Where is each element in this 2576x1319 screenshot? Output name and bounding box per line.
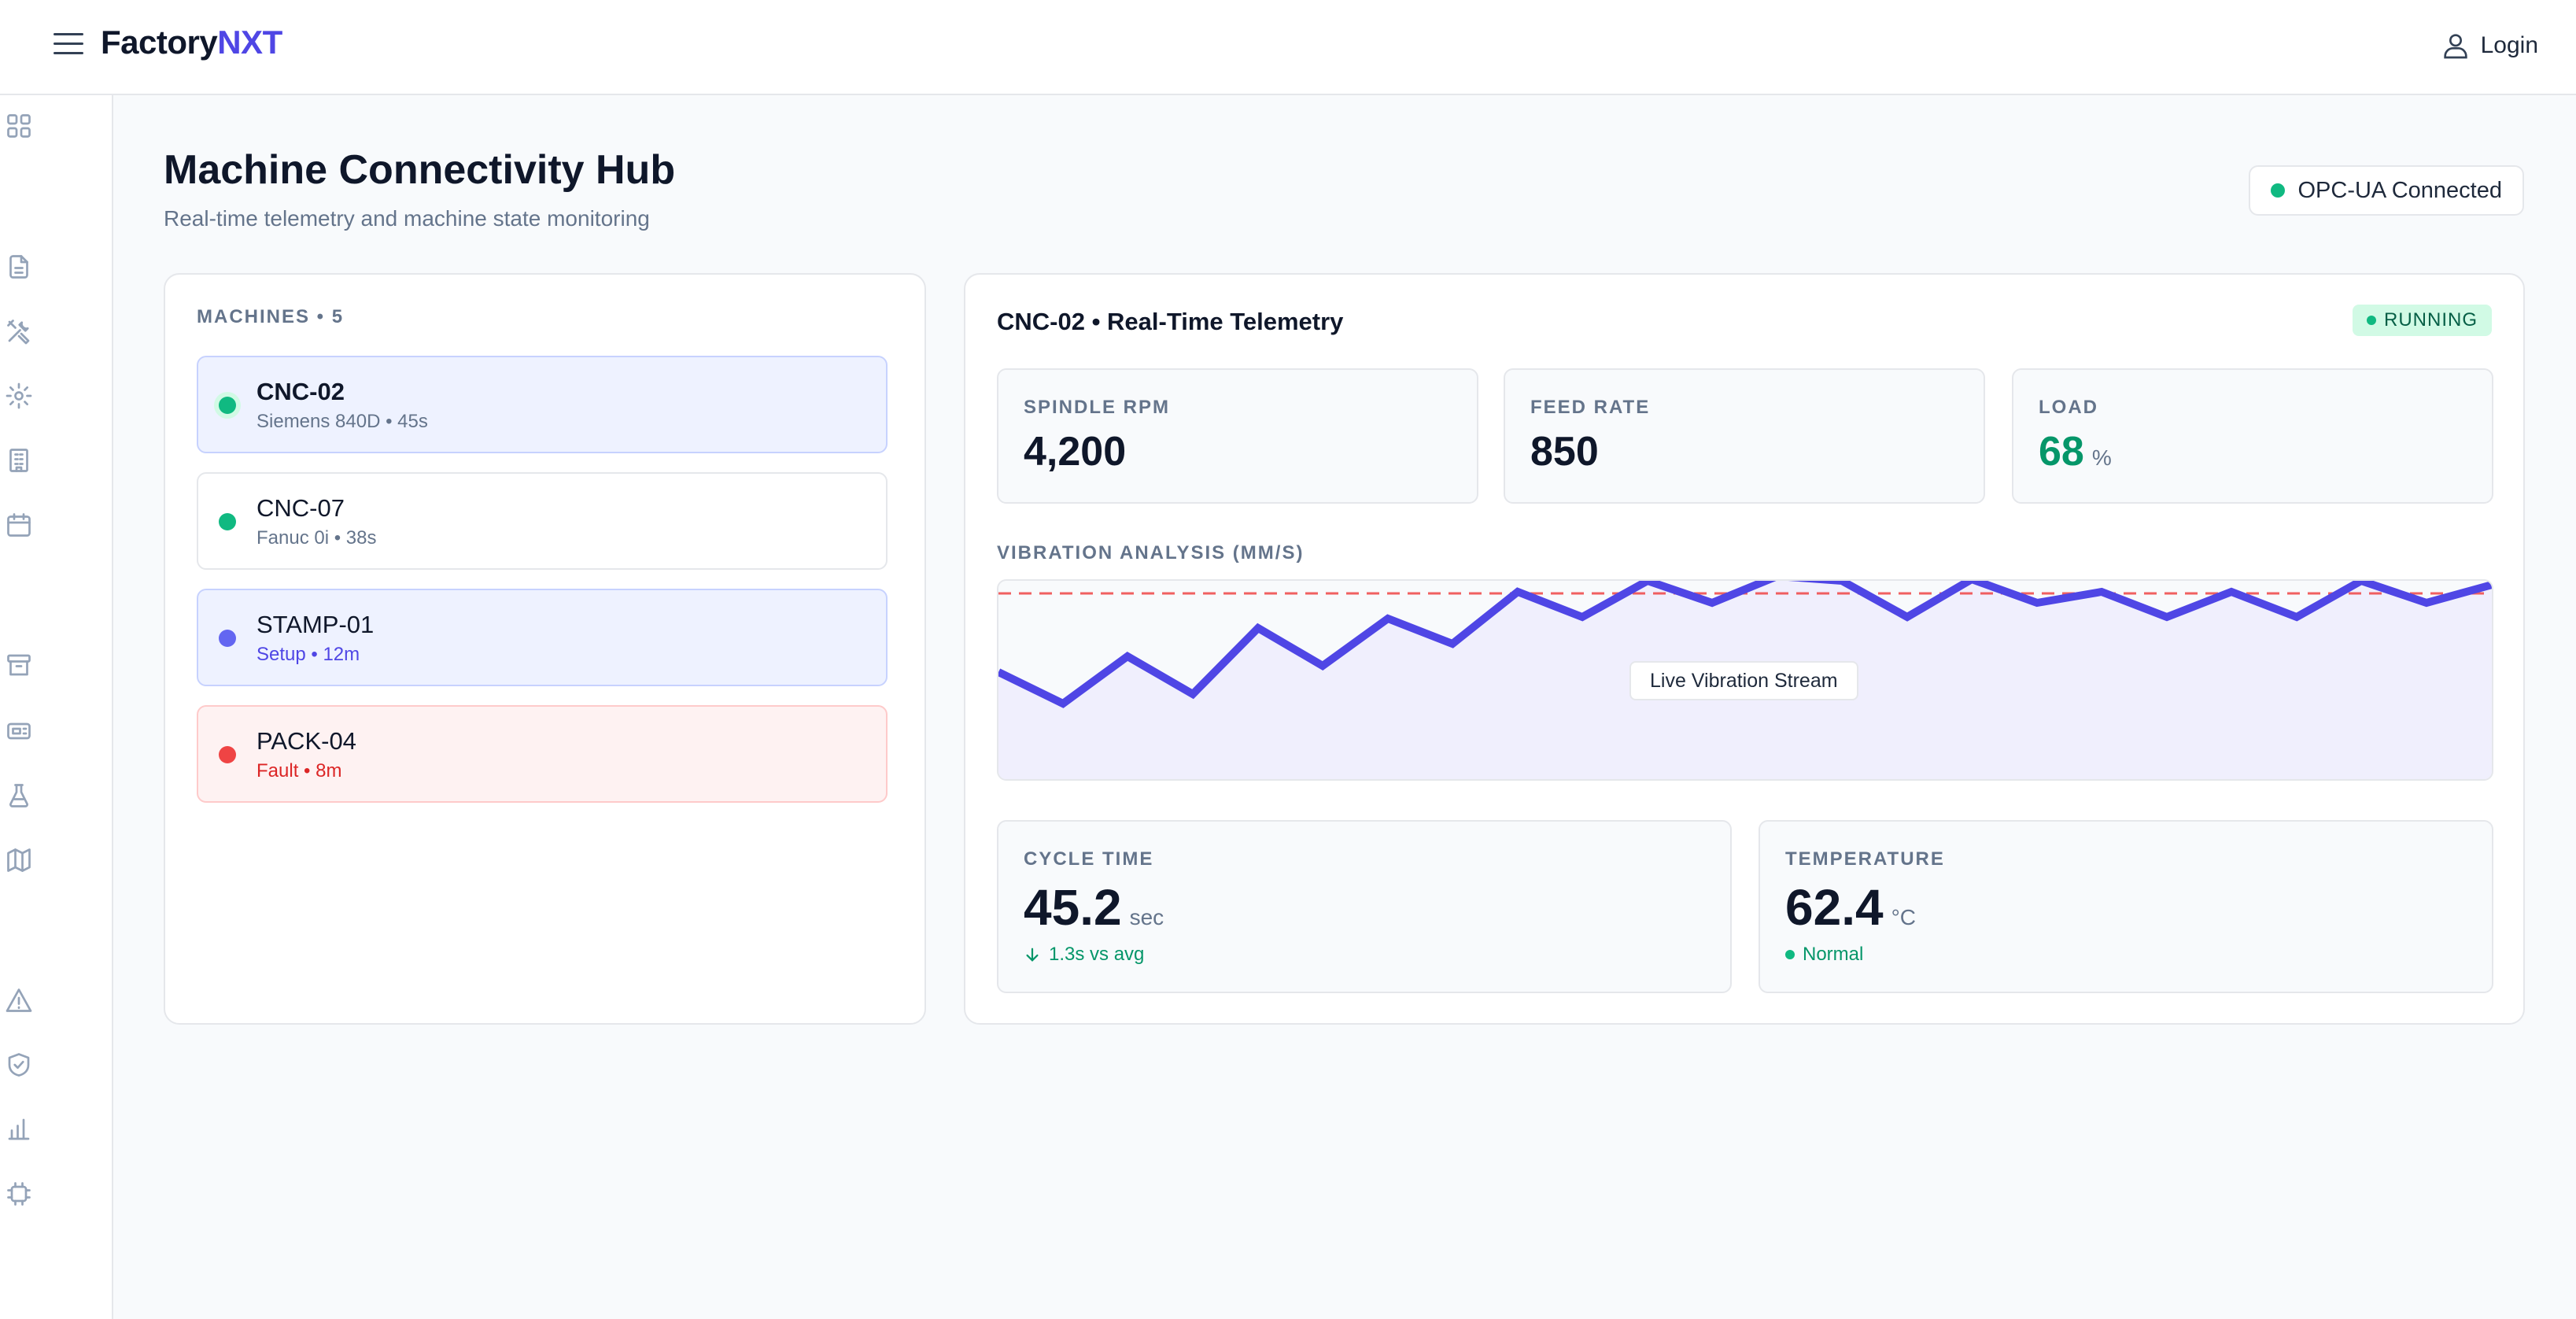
cycle-time-unit: sec (1129, 905, 1164, 929)
cycle-time-delta-label: 1.3s vs avg (1049, 944, 1145, 965)
telemetry-panel: CNC-02 • Real-Time Telemetry RUNNING SPI… (964, 273, 2525, 1025)
load-card: LOAD 68% (2012, 368, 2493, 504)
page-subtitle: Real-time telemetry and machine state mo… (164, 206, 650, 231)
shield-check-icon[interactable] (5, 1051, 33, 1079)
user-icon (2443, 34, 2467, 59)
machine-name: CNC-07 (256, 494, 345, 522)
bar-chart-icon[interactable] (5, 1115, 33, 1144)
machine-detail: Setup • 12m (256, 644, 360, 665)
login-button[interactable]: Login (2440, 28, 2538, 63)
feed-rate-value: 850 (1530, 429, 1599, 475)
login-label: Login (2480, 32, 2538, 58)
map-icon[interactable] (5, 846, 33, 874)
telemetry-title: CNC-02 • Real-Time Telemetry (997, 308, 1344, 335)
warning-icon[interactable] (5, 986, 33, 1014)
cycle-time-label: CYCLE TIME (1024, 848, 1154, 870)
building-icon[interactable] (5, 446, 33, 475)
brand-main: Factory (101, 24, 218, 61)
sidebar (0, 95, 113, 1319)
cycle-time-card: CYCLE TIME 45.2 sec 1.3s vs avg (997, 820, 1732, 993)
machine-icon[interactable] (5, 717, 33, 745)
running-status-badge: RUNNING (2353, 305, 2492, 336)
feed-rate-label: FEED RATE (1530, 397, 1651, 418)
load-unit: % (2091, 445, 2112, 470)
load-value: 68 (2039, 429, 2084, 475)
machine-status-dot (219, 513, 236, 530)
machine-name: PACK-04 (256, 727, 356, 755)
page-title: Machine Connectivity Hub (164, 147, 676, 193)
load-value-row: 68% (2039, 428, 2112, 475)
brand-accent: NXT (217, 24, 282, 61)
archive-icon[interactable] (5, 651, 33, 679)
vibration-label: VIBRATION ANALYSIS (MM/S) (997, 542, 1305, 563)
machine-detail: Fanuc 0i • 38s (256, 527, 377, 549)
temperature-value-row: 62.4 °C (1785, 878, 1916, 937)
vibration-chart: Live Vibration Stream (997, 579, 2493, 781)
machine-card-pack-04[interactable]: PACK-04 Fault • 8m (197, 705, 888, 803)
connection-status-label: OPC-UA Connected (2297, 177, 2502, 203)
vibration-series-line (998, 581, 2492, 708)
cycle-time-delta: 1.3s vs avg (1024, 944, 1144, 966)
machine-card-cnc-07[interactable]: CNC-07 Fanuc 0i • 38s (197, 472, 888, 570)
machine-name: STAMP-01 (256, 611, 375, 638)
running-status-dot (2367, 316, 2376, 325)
brand-logo[interactable]: FactoryNXT (101, 24, 282, 61)
calendar-icon[interactable] (5, 511, 33, 539)
machine-card-stamp-01[interactable]: STAMP-01 Setup • 12m (197, 589, 888, 686)
machine-detail: Fault • 8m (256, 760, 342, 781)
document-icon[interactable] (5, 253, 33, 281)
tools-icon[interactable] (5, 317, 33, 345)
machines-panel: MACHINES • 5 CNC-02 Siemens 840D • 45s C… (164, 273, 926, 1025)
temperature-value: 62.4 (1785, 879, 1884, 936)
machine-status-dot (219, 630, 236, 647)
arrow-down-icon (1026, 948, 1039, 962)
cycle-time-value: 45.2 (1024, 879, 1122, 936)
machine-status-dot (219, 397, 236, 414)
load-label: LOAD (2039, 397, 2098, 418)
temperature-state-label: Normal (1803, 944, 1864, 965)
flask-icon[interactable] (5, 781, 33, 810)
machine-status-dot (219, 746, 236, 763)
connection-status-dot (2271, 183, 2286, 198)
machines-header: MACHINES • 5 (197, 306, 345, 327)
chip-icon[interactable] (5, 1180, 33, 1208)
menu-icon[interactable] (54, 33, 83, 57)
running-status-label: RUNNING (2384, 309, 2478, 331)
feed-rate-card: FEED RATE 850 (1504, 368, 1985, 504)
cycle-time-value-row: 45.2 sec (1024, 878, 1164, 937)
temperature-state: Normal (1785, 944, 1863, 966)
grid-icon[interactable] (5, 112, 33, 140)
temperature-label: TEMPERATURE (1785, 848, 1945, 870)
temperature-unit: °C (1891, 905, 1916, 929)
temperature-card: TEMPERATURE 62.4 °C Normal (1759, 820, 2493, 993)
machine-card-cnc-02[interactable]: CNC-02 Siemens 840D • 45s (197, 356, 888, 453)
vibration-stream-label: Live Vibration Stream (1629, 661, 1858, 700)
temperature-state-dot (1785, 950, 1795, 959)
spindle-rpm-value: 4,200 (1024, 429, 1127, 475)
top-bar: FactoryNXT Login (0, 0, 2576, 95)
gear-icon[interactable] (5, 382, 33, 410)
spindle-rpm-label: SPINDLE RPM (1024, 397, 1171, 418)
connection-status-badge[interactable]: OPC-UA Connected (2249, 165, 2524, 216)
spindle-rpm-card: SPINDLE RPM 4,200 (997, 368, 1478, 504)
machine-name: CNC-02 (256, 378, 345, 405)
machine-detail: Siemens 840D • 45s (256, 411, 428, 432)
